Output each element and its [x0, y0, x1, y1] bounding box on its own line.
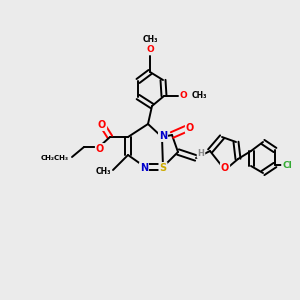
Text: CH₃: CH₃ — [192, 92, 208, 100]
Text: Cl: Cl — [282, 160, 292, 169]
Text: O: O — [96, 144, 104, 154]
Text: O: O — [186, 123, 194, 133]
Text: CH₃: CH₃ — [95, 167, 111, 176]
Text: N: N — [140, 163, 148, 173]
Text: H: H — [198, 148, 204, 158]
Text: O: O — [180, 92, 188, 100]
Text: S: S — [159, 163, 167, 173]
Text: O: O — [98, 120, 106, 130]
Text: CH₂CH₃: CH₂CH₃ — [41, 155, 69, 161]
Text: O: O — [221, 163, 229, 173]
Text: N: N — [159, 131, 167, 141]
Text: O: O — [146, 45, 154, 54]
Text: CH₃: CH₃ — [142, 35, 158, 44]
